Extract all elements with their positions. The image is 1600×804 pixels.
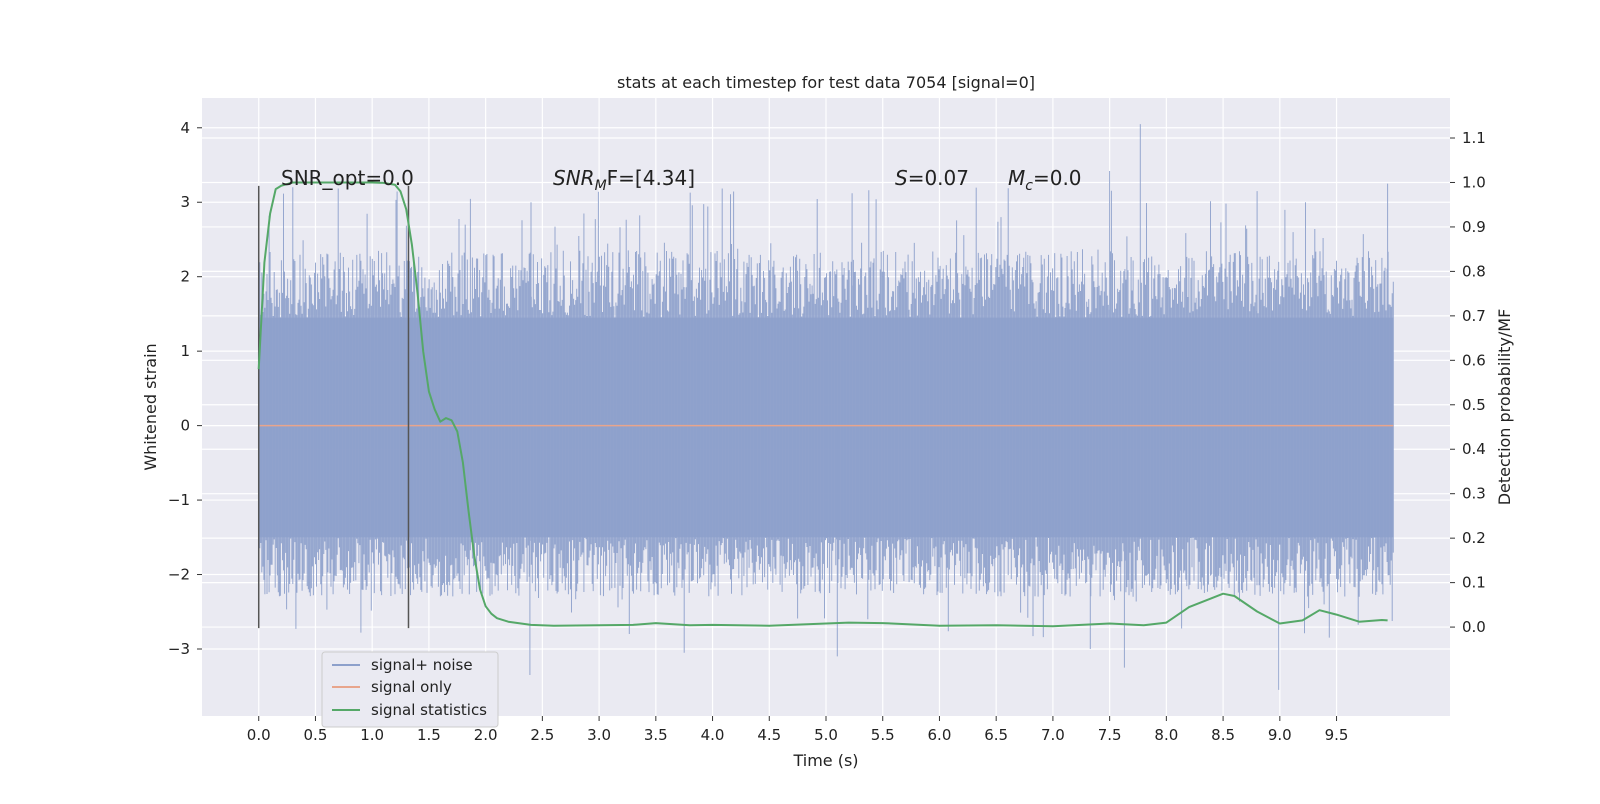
legend: signal+ noise signal only signal statist… — [321, 651, 499, 728]
left-y-tick-label: 0 — [180, 417, 190, 435]
x-tick-label: 3.0 — [587, 726, 611, 744]
x-tick-label: 6.5 — [984, 726, 1008, 744]
right-y-tick-label: 0.5 — [1462, 396, 1486, 414]
annotation-snr-mf: SNRMF=[4.34] — [553, 166, 695, 194]
legend-label-signal-only: signal only — [371, 678, 452, 696]
x-tick-label: 2.0 — [474, 726, 498, 744]
x-tick-label: 8.5 — [1211, 726, 1235, 744]
x-tick-label: 2.5 — [530, 726, 554, 744]
signal-statistics-line — [257, 181, 1388, 628]
annotation-snr-mf-tail: F=[4.34] — [607, 166, 695, 190]
right-y-tick-label: 0.1 — [1462, 574, 1486, 592]
right-y-tick-label: 0.3 — [1462, 485, 1486, 503]
x-axis-label: Time (s) — [792, 751, 858, 770]
x-tick-label: 8.0 — [1154, 726, 1178, 744]
annotation-s-label: S — [895, 166, 908, 190]
right-y-tick-label: 0.4 — [1462, 440, 1486, 458]
x-tick-label: 4.5 — [757, 726, 781, 744]
legend-label-signal-statistics: signal statistics — [371, 701, 487, 719]
annotation-mc-value: =0.0 — [1033, 166, 1082, 190]
x-tick-label: 1.5 — [417, 726, 441, 744]
annotation-mc-sub: c — [1025, 178, 1033, 194]
left-y-axis-ticks: 4 3 2 1 0 −1 −2 −3 — [168, 119, 202, 658]
right-y-tick-label: 0.2 — [1462, 529, 1486, 547]
vertical-markers — [257, 185, 410, 629]
right-y-tick-label: 1.0 — [1462, 173, 1486, 191]
right-y-tick-label: 1.1 — [1462, 129, 1486, 147]
x-tick-label: 5.0 — [814, 726, 838, 744]
right-y-axis-label: Detection probability/MF — [1495, 309, 1514, 506]
right-y-axis-ticks: 1.1 1.0 0.9 0.8 0.7 0.6 0.5 0.4 0.3 0.2 0.1 0.0 — [1450, 129, 1486, 636]
right-y-tick-label: 0.0 — [1462, 618, 1486, 636]
x-tick-label: 9.5 — [1325, 726, 1349, 744]
right-y-tick-label: 0.7 — [1462, 307, 1486, 325]
right-y-tick-label: 0.9 — [1462, 218, 1486, 236]
signal-statistics-series — [257, 181, 1388, 628]
x-tick-label: 7.5 — [1098, 726, 1122, 744]
left-y-tick-label: 3 — [180, 193, 190, 211]
left-y-axis-label: Whitened strain — [141, 343, 160, 470]
annotation-snr-mf-main: SNR — [553, 166, 595, 190]
chart-title: stats at each timestep for test data 705… — [617, 73, 1035, 92]
x-tick-label: 4.0 — [701, 726, 725, 744]
x-tick-label: 1.0 — [360, 726, 384, 744]
x-tick-label: 5.5 — [871, 726, 895, 744]
x-axis-ticks: 0.0 0.5 1.0 1.5 2.0 2.5 3.0 3.5 4.0 4.5 5.0 5.5 6.0 6… — [247, 716, 1349, 744]
right-y-tick-label: 0.6 — [1462, 351, 1486, 369]
left-y-tick-label: 4 — [180, 119, 190, 137]
signal-plus-noise-series — [258, 124, 1394, 690]
legend-label-signal-plus-noise: signal+ noise — [371, 656, 473, 674]
x-tick-label: 3.5 — [644, 726, 668, 744]
annotation-snr-opt: SNR_opt=0.0 — [281, 166, 414, 190]
x-tick-label: 9.0 — [1268, 726, 1292, 744]
x-tick-label: 0.0 — [247, 726, 271, 744]
x-tick-label: 0.5 — [304, 726, 328, 744]
annotation-mc: Mc=0.0 — [1008, 166, 1082, 194]
annotation-mc-label: M — [1008, 166, 1025, 190]
left-y-tick-label: 1 — [180, 342, 190, 360]
left-y-tick-label: 2 — [180, 268, 190, 286]
annotation-s-value: =0.07 — [908, 166, 969, 190]
annotation-s: S=0.07 — [895, 166, 969, 190]
right-y-tick-label: 0.8 — [1462, 262, 1486, 280]
left-y-tick-label: −3 — [168, 640, 190, 658]
x-tick-label: 7.0 — [1041, 726, 1065, 744]
left-y-tick-label: −1 — [168, 491, 190, 509]
left-y-tick-label: −2 — [168, 566, 190, 584]
legend-box — [321, 651, 499, 728]
x-tick-label: 6.0 — [928, 726, 952, 744]
annotation-snr-mf-sub: M — [595, 178, 607, 194]
